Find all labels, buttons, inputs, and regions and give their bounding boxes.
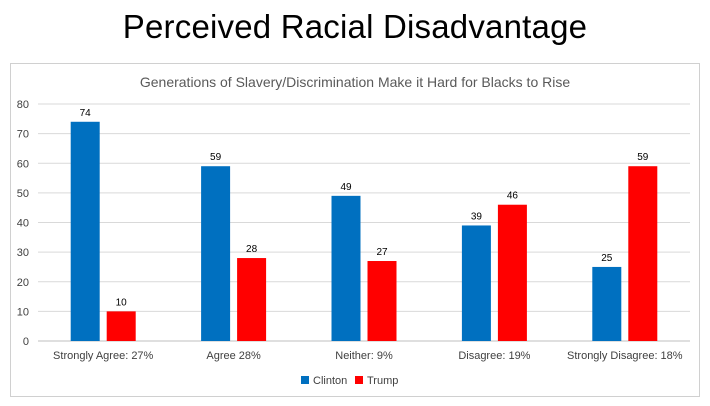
gridlines xyxy=(38,103,690,342)
legend-swatch-clinton xyxy=(301,376,309,384)
data-label: 28 xyxy=(246,244,258,255)
y-tick-label: 70 xyxy=(17,129,29,141)
data-label: 25 xyxy=(601,253,613,264)
y-tick-label: 10 xyxy=(17,306,29,318)
x-category-label: Strongly Agree: 27% xyxy=(53,350,154,362)
slide-title: Perceived Racial Disadvantage xyxy=(122,8,588,45)
x-category-label: Agree 28% xyxy=(206,350,261,362)
y-tick-label: 0 xyxy=(23,336,29,348)
y-tick-label: 80 xyxy=(17,99,29,111)
bar-clinton xyxy=(201,166,231,341)
x-category-label: Disagree: 19% xyxy=(458,350,530,362)
bar-clinton xyxy=(592,266,622,341)
x-category-label: Neither: 9% xyxy=(335,350,393,362)
bar-clinton xyxy=(461,225,491,341)
legend: Clinton Trump xyxy=(301,375,398,387)
x-category-label: Strongly Disagree: 18% xyxy=(567,350,683,362)
bar-clinton xyxy=(70,121,100,342)
bars: 74 10 59 28 49 27 39 46 25 59 xyxy=(70,108,658,342)
y-tick-label: 30 xyxy=(17,247,29,259)
bar-trump xyxy=(497,204,527,341)
bar-trump xyxy=(628,166,658,341)
legend-label-trump: Trump xyxy=(367,375,398,387)
data-label: 74 xyxy=(80,108,92,119)
data-label: 27 xyxy=(376,247,388,258)
chart-frame xyxy=(10,63,700,397)
data-label: 49 xyxy=(340,182,352,193)
bar-clinton xyxy=(331,195,361,341)
y-tick-label: 50 xyxy=(17,188,29,200)
y-tick-label: 20 xyxy=(17,277,29,289)
data-label: 59 xyxy=(210,152,222,163)
bar-trump xyxy=(237,258,267,341)
data-label: 10 xyxy=(116,297,128,308)
y-tick-label: 60 xyxy=(17,158,29,170)
chart-title: Generations of Slavery/Discrimination Ma… xyxy=(140,74,570,90)
data-label: 46 xyxy=(507,191,519,202)
data-label: 39 xyxy=(471,211,483,222)
legend-label-clinton: Clinton xyxy=(313,375,347,387)
bar-trump xyxy=(367,261,397,341)
data-label: 59 xyxy=(637,152,649,163)
legend-swatch-trump xyxy=(355,376,363,384)
x-axis: Strongly Agree: 27% Agree 28% Neither: 9% D… xyxy=(53,350,683,362)
y-axis: 0 10 20 30 40 50 60 70 80 xyxy=(17,99,29,348)
bar-trump xyxy=(106,311,136,341)
y-tick-label: 40 xyxy=(17,218,29,230)
